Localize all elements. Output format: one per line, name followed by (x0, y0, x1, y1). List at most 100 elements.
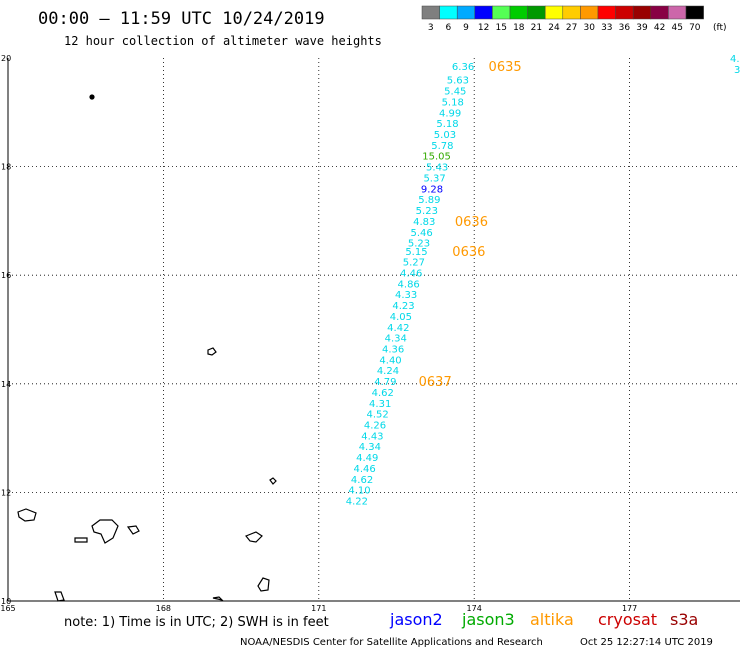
wave-height-reading: 4.46 (354, 464, 376, 475)
wave-height-reading: 5.03 (434, 130, 456, 141)
legend-label: 15 (495, 23, 506, 33)
lat-tick-label: 12 (1, 488, 11, 497)
satellite-name: jason3 (461, 610, 515, 629)
wave-height-reading: 5.45 (444, 87, 466, 98)
legend-label: 30 (583, 23, 595, 33)
satellite-name: altika (530, 610, 574, 629)
legend-swatch (650, 5, 669, 20)
satellite-name: jason2 (389, 610, 443, 629)
lon-tick-label: 174 (467, 604, 482, 613)
wave-height-reading: 15.05 (422, 152, 451, 163)
lat-tick-label: 16 (1, 271, 11, 280)
wave-height-reading: 5.18 (442, 97, 464, 108)
lon-tick-label: 171 (311, 604, 326, 613)
island-outline (91, 519, 119, 544)
lon-tick-label: 177 (622, 604, 637, 613)
wave-height-reading: 4.33 (395, 290, 417, 301)
wave-height-reading: 4.62 (372, 388, 394, 399)
legend-label: 36 (619, 23, 631, 33)
wave-height-reading: 5.78 (431, 141, 453, 152)
wave-height-legend: 3 6 9 12 15 18 21 24 27 30 33 36 39 42 45 70 (421, 5, 704, 33)
wave-height-reading: 5.43 (426, 163, 448, 174)
lat-tick-label: 14 (1, 380, 11, 389)
wave-height-reading: 4.34 (359, 442, 381, 453)
island-outline (17, 508, 37, 522)
latitude-labels: 20 18 16 14 12 10 (1, 54, 11, 606)
map-subtitle: 12 hour collection of altimeter wave hei… (64, 34, 382, 48)
island-outline (207, 347, 217, 356)
wave-height-reading: 4.52 (366, 410, 388, 421)
island-outline (257, 577, 270, 592)
legend-label: 6 (446, 23, 452, 33)
legend-swatch (668, 5, 687, 20)
time-stamp: 0635 (489, 60, 522, 75)
wave-height-reading: 4.10 (348, 486, 370, 497)
legend-swatch (615, 5, 634, 20)
wave-height-reading: 4.24 (377, 366, 399, 377)
wave-height-reading: 4.05 (390, 312, 412, 323)
legend-label: 12 (478, 23, 489, 33)
legend-swatch (456, 5, 476, 20)
altimeter-track: 6.365.635.455.184.995.185.035.7815.055.4… (346, 62, 474, 507)
graticule (8, 58, 740, 601)
satellite-name: cryosat (598, 610, 657, 629)
wave-height-reading: 6.36 (452, 62, 474, 73)
legend-swatch (544, 5, 564, 20)
island-outline (54, 591, 65, 602)
wave-height-reading: 9.28 (421, 184, 443, 195)
legend-label: 3 (428, 23, 434, 33)
wave-height-reading: 4.99 (439, 108, 461, 119)
wave-height-reading: 4.83 (413, 217, 435, 228)
wave-height-reading: 5.23 (408, 239, 430, 250)
island-outline (126, 525, 140, 535)
wave-height-reading: 4.43 (361, 431, 383, 442)
edge-reading: 4. (730, 54, 740, 65)
wave-height-reading: 4.31 (369, 399, 391, 410)
lat-tick-label: 18 (1, 163, 11, 172)
legend-label: 27 (566, 23, 577, 33)
satellite-name: s3a (670, 610, 698, 629)
longitude-labels: 165 168 171 174 177 (0, 604, 637, 613)
island-outline (212, 596, 224, 602)
lon-tick-label: 168 (156, 604, 171, 613)
wave-height-reading: 4.26 (364, 421, 386, 432)
wave-height-reading: 5.63 (447, 76, 469, 87)
wave-height-reading: 5.37 (423, 173, 445, 184)
wave-height-reading: 5.18 (436, 119, 458, 130)
legend-unit: (ft) (713, 23, 727, 33)
island-outline (269, 477, 277, 485)
legend-label: 9 (463, 23, 469, 33)
wave-height-reading: 4.40 (379, 355, 401, 366)
legend-swatch (492, 5, 511, 20)
generated-timestamp: Oct 25 12:27:14 UTC 2019 (580, 637, 713, 648)
edge-reading: 3 (734, 65, 740, 76)
legend-swatch (685, 5, 704, 20)
legend-swatch (562, 5, 581, 20)
lat-tick-label: 10 (1, 597, 11, 606)
wave-height-reading: 4.42 (387, 323, 409, 334)
wave-height-reading: 4.49 (356, 453, 378, 464)
legend-label: 45 (671, 23, 682, 33)
lat-tick-label: 20 (1, 54, 11, 63)
wave-height-reading: 5.15 (405, 247, 427, 258)
legend-swatch (580, 5, 599, 20)
wave-height-reading: 4.22 (346, 497, 368, 508)
time-stamp: 0636 (452, 245, 485, 260)
legend-swatch (421, 5, 440, 20)
island-outline (245, 531, 263, 543)
wave-height-reading: 5.46 (410, 228, 432, 239)
legend-label: 21 (531, 23, 542, 33)
legend-swatch (474, 5, 493, 20)
island-outline (74, 537, 88, 543)
map-frame (7, 58, 740, 602)
lon-tick-label: 165 (0, 604, 15, 613)
wave-height-reading: 4.23 (392, 301, 414, 312)
time-stamp: 0636 (455, 215, 488, 230)
wave-height-reading: 5.27 (403, 258, 425, 269)
legend-label: 70 (689, 23, 701, 33)
wave-height-reading: 4.36 (382, 345, 404, 356)
legend-swatch (527, 5, 546, 20)
track-time-stamps: 0635 0636 0636 0637 (419, 60, 522, 390)
island-marker (89, 94, 95, 100)
